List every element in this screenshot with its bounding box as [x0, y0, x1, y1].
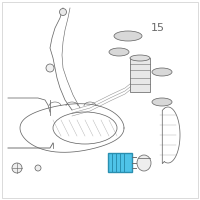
Ellipse shape — [152, 68, 172, 76]
Bar — [108, 153, 132, 172]
Text: 15: 15 — [151, 23, 165, 33]
Circle shape — [12, 163, 22, 173]
Circle shape — [35, 165, 41, 171]
Bar — [130, 58, 150, 92]
Ellipse shape — [152, 98, 172, 106]
Circle shape — [60, 8, 66, 16]
Circle shape — [46, 64, 54, 72]
Ellipse shape — [109, 48, 129, 56]
Ellipse shape — [114, 31, 142, 41]
Ellipse shape — [137, 155, 151, 171]
Ellipse shape — [130, 55, 150, 61]
